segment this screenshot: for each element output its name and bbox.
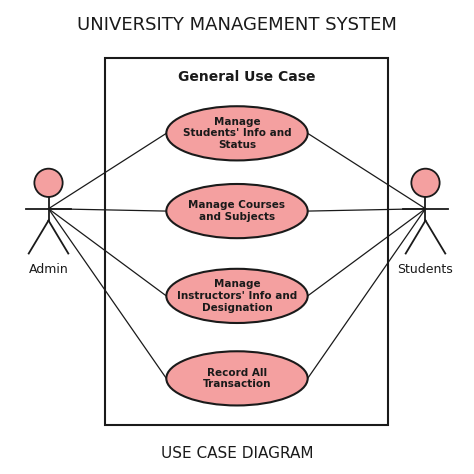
Ellipse shape [166,106,308,160]
Ellipse shape [166,351,308,405]
Text: UNIVERSITY MANAGEMENT SYSTEM: UNIVERSITY MANAGEMENT SYSTEM [77,16,397,34]
Text: Manage
Students' Info and
Status: Manage Students' Info and Status [182,117,292,150]
Circle shape [411,169,439,197]
Circle shape [35,169,63,197]
Text: Students: Students [398,263,453,276]
Ellipse shape [166,184,308,238]
Text: Admin: Admin [28,263,68,276]
Text: USE CASE DIAGRAM: USE CASE DIAGRAM [161,446,313,461]
Ellipse shape [166,269,308,323]
Text: Manage
Instructors' Info and
Designation: Manage Instructors' Info and Designation [177,279,297,312]
FancyBboxPatch shape [105,58,388,426]
Text: Record All
Transaction: Record All Transaction [203,367,271,389]
Text: General Use Case: General Use Case [178,70,315,84]
Text: Manage Courses
and Subjects: Manage Courses and Subjects [189,201,285,222]
